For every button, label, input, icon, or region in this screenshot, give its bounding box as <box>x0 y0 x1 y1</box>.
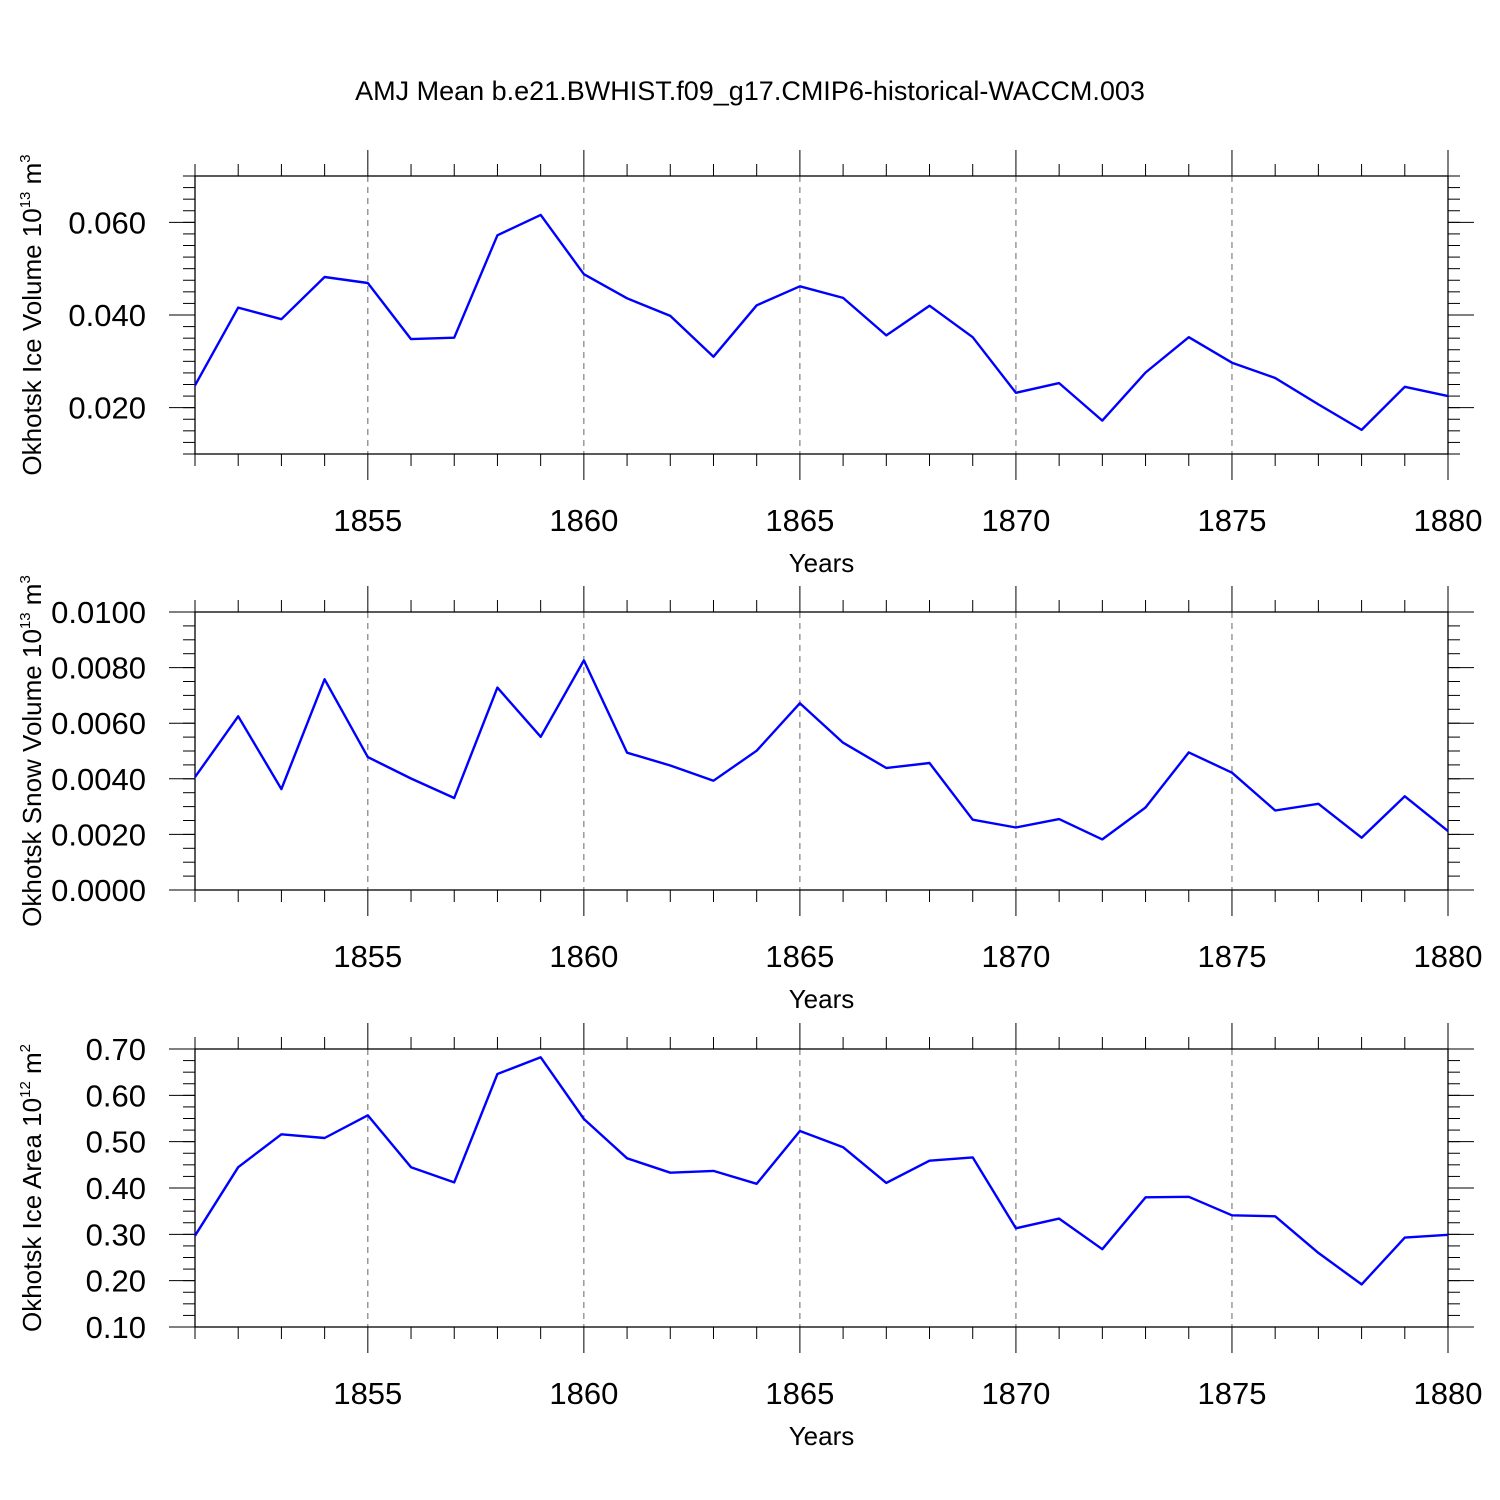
x-tick-label: 1870 <box>981 939 1050 974</box>
series-line <box>193 213 1449 432</box>
figure-title: AMJ Mean b.e21.BWHIST.f09_g17.CMIP6-hist… <box>355 76 1145 106</box>
chart-panel-1: 0.020 0.040 0.060 1855 1860 1865 1870 1875 1880 Y… <box>17 150 1482 578</box>
y-axis-label-unit-exponent: 3 <box>17 575 34 583</box>
x-tick-label: 1880 <box>1414 1376 1483 1411</box>
y-tick-label: 0.060 <box>68 205 146 240</box>
y-tick-label: 0.70 <box>86 1032 146 1067</box>
chart-panel-2: 0.0000 0.0020 0.0040 0.0060 0.0080 0.0100 1855… <box>17 575 1482 1014</box>
chart-panel-3: 0.10 0.20 0.30 0.40 0.50 0.60 0.70 1855 1860 1865… <box>17 1023 1482 1451</box>
x-tick-label: 1865 <box>765 503 834 538</box>
x-tick-label: 1865 <box>765 1376 834 1411</box>
y-tick-label: 0.0080 <box>51 651 146 686</box>
y-axis-label: Okhotsk Ice Area 1012 m2 <box>17 1044 47 1332</box>
y-tick-label: 0.20 <box>86 1264 146 1299</box>
x-tick-label: 1860 <box>549 939 618 974</box>
y-axis-label-main: Okhotsk Ice Volume 10 <box>17 208 47 475</box>
x-tick-label: 1880 <box>1414 939 1483 974</box>
x-tick-label: 1855 <box>333 503 402 538</box>
y-axis-label-main: Okhotsk Ice Area 10 <box>17 1098 47 1332</box>
y-tick-label: 0.30 <box>86 1217 146 1252</box>
x-tick-label: 1865 <box>765 939 834 974</box>
series-line <box>193 1056 1449 1286</box>
y-axis-label-unit: m <box>17 584 47 613</box>
y-axis-label-main: Okhotsk Snow Volume 10 <box>17 629 47 927</box>
y-axis-label-exponent: 13 <box>17 612 34 629</box>
y-tick-label: 0.10 <box>86 1310 146 1345</box>
y-tick-label: 0.0000 <box>51 873 146 908</box>
y-tick-label: 0.0100 <box>51 595 146 630</box>
panels: 0.020 0.040 0.060 1855 1860 1865 1870 1875 1880 Y… <box>17 150 1482 1451</box>
y-axis-label: Okhotsk Ice Volume 1013 m3 <box>17 154 47 475</box>
y-axis-label-unit: m <box>17 163 47 192</box>
y-axis-label: Okhotsk Snow Volume 1013 m3 <box>17 575 47 927</box>
x-tick-label: 1860 <box>549 503 618 538</box>
x-tick-label: 1870 <box>981 1376 1050 1411</box>
plot-frame <box>194 1048 1449 1328</box>
x-tick-label: 1875 <box>1197 939 1266 974</box>
x-tick-label: 1855 <box>333 939 402 974</box>
y-axis-label-exponent: 12 <box>17 1081 34 1098</box>
x-tick-label: 1860 <box>549 1376 618 1411</box>
y-tick-label: 0.0040 <box>51 762 146 797</box>
x-axis-label: Years <box>789 984 855 1014</box>
y-axis-label-unit: m <box>17 1052 47 1081</box>
y-tick-label: 0.0060 <box>51 706 146 741</box>
x-tick-label: 1880 <box>1414 503 1483 538</box>
y-axis-label-unit-exponent: 3 <box>17 154 34 162</box>
plot-frame <box>194 175 1449 455</box>
y-axis-label-unit-exponent: 2 <box>17 1044 34 1052</box>
y-tick-label: 0.60 <box>86 1078 146 1113</box>
y-tick-label: 0.0020 <box>51 817 146 852</box>
x-axis-label: Years <box>789 548 855 578</box>
x-axis-label: Years <box>789 1421 855 1451</box>
series-line <box>194 659 1449 841</box>
y-axis-label-exponent: 13 <box>17 192 34 209</box>
x-tick-label: 1875 <box>1197 503 1266 538</box>
x-tick-label: 1855 <box>333 1376 402 1411</box>
x-tick-label: 1870 <box>981 503 1050 538</box>
y-tick-label: 0.40 <box>86 1171 146 1206</box>
y-tick-label: 0.50 <box>86 1125 146 1160</box>
plot-frame <box>194 611 1449 891</box>
y-tick-label: 0.020 <box>68 391 146 426</box>
y-tick-label: 0.040 <box>68 298 146 333</box>
x-tick-label: 1875 <box>1197 1376 1266 1411</box>
